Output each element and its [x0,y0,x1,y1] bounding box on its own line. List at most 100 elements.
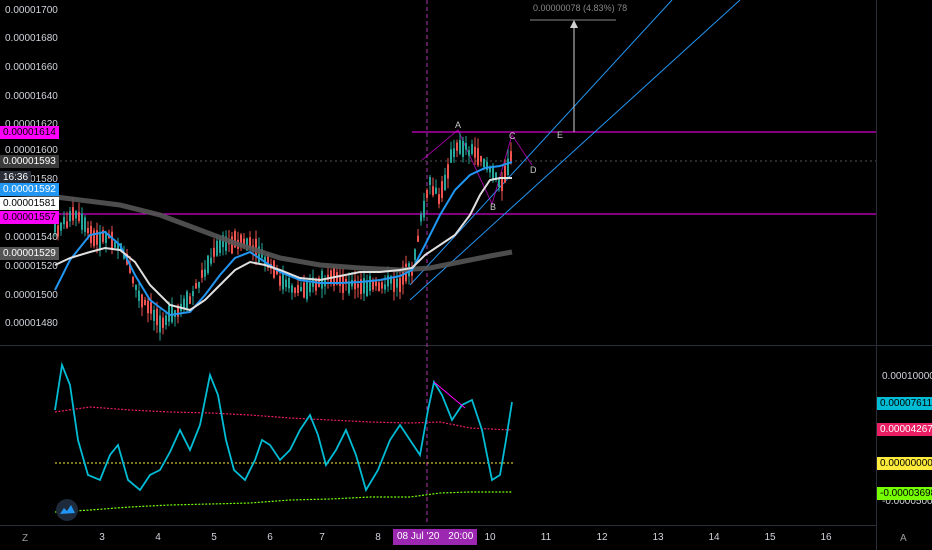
candle-body [105,233,107,243]
candle-body [456,142,458,151]
candle-body [327,274,329,280]
candle-body [507,158,509,175]
candle-body [87,227,89,234]
candle-body [501,176,503,191]
candle-body [141,294,143,308]
crosshair-time: 20:00 [448,531,474,542]
candle-body [438,194,440,205]
candle-body [381,282,383,289]
time-axis-label: 12 [596,532,608,543]
candle-body [159,315,161,333]
candle-body [423,200,425,218]
support-price-tag: 0.00001557 [0,211,59,224]
countdown-tag: 16:36 [0,171,32,184]
candle-body [84,217,86,232]
candle-body [219,238,221,253]
candle-body [300,286,302,292]
candle-body [288,277,290,289]
upper-band-tag: 0.00004267 [877,423,932,436]
channel-upper-line[interactable] [409,0,673,286]
candle-body [213,247,215,257]
crosshair-price-tag: 0.00001593 [0,155,59,168]
candle-body [363,278,365,294]
candle-body [420,214,422,222]
candle-body [366,280,368,297]
candle-body [144,299,146,306]
candle-body [63,216,65,225]
tradingview-logo[interactable] [56,499,78,521]
candle-body [78,212,80,222]
candle-body [480,155,482,162]
time-axis-label: 10 [484,532,496,543]
time-axis-label: 6 [267,532,273,543]
candle-body [123,254,125,259]
candle-body [450,149,452,163]
oscillator-value-tag: 0.00007611 [877,397,932,410]
divergence-line[interactable] [433,381,466,409]
time-axis-label: 8 [375,532,381,543]
candle-body [375,279,377,287]
candle-body [426,189,428,198]
zoom-button[interactable]: Z [22,533,29,544]
candle-body [336,272,338,285]
candle-body [441,181,443,198]
candle-body [492,165,494,180]
candle-body [264,256,266,265]
price-axis-label: 0.00001520 [5,261,58,272]
pattern-drawing[interactable] [421,129,533,206]
sma-price-tag: 0.00001581 [0,197,59,210]
candle-body [360,279,362,294]
price-axis-label: 0.00001580 [5,174,58,185]
time-axis-label: 16 [820,532,832,543]
candle-body [468,150,470,156]
time-axis-label: 7 [319,532,325,543]
channel-lower-line[interactable] [409,0,741,301]
pattern-point-e: E [557,130,564,140]
candle-body [96,230,98,245]
candle-body [111,231,113,250]
candle-body [393,278,395,292]
candle-body [510,151,512,163]
candle-body [354,279,356,290]
logo-icon [60,505,75,514]
candle-body [396,278,398,288]
candle-body [384,284,386,290]
candle-body [411,269,413,276]
candle-body [66,221,68,228]
candle-body [294,287,296,294]
candle-body [279,275,281,286]
price-axis-label: 0.00001540 [5,232,58,243]
pattern-point-d: D [530,165,537,175]
candle-body [357,283,359,288]
candle-body [465,143,467,150]
candle-body [81,213,83,230]
time-axis-label: 15 [764,532,776,543]
candle-body [342,275,344,293]
candle-body [432,186,434,196]
candle-body [225,236,227,251]
pattern-point-c: C [509,131,516,141]
ema-line[interactable] [54,161,513,317]
candle-body [162,317,164,328]
candle-body [186,291,188,308]
ma200-price-tag: 0.00001529 [0,247,59,260]
candle-body [267,254,269,268]
ma200-line[interactable] [0,190,513,273]
candle-body [114,241,116,248]
candle-body [72,207,74,221]
auto-scale-button[interactable]: A [900,533,907,544]
upper-band-line[interactable] [54,406,513,431]
candle-body [204,269,206,277]
candle-body [417,235,419,242]
candle-body [387,275,389,287]
candle-body [117,244,119,251]
oscillator-line[interactable] [54,361,513,493]
sma-line[interactable] [54,177,512,312]
candle-body [378,282,380,292]
lower-band-line[interactable] [54,491,512,513]
candle-body [249,237,251,249]
candle-body [201,269,203,278]
candle-body [285,279,287,288]
time-axis-label: 13 [652,532,664,543]
